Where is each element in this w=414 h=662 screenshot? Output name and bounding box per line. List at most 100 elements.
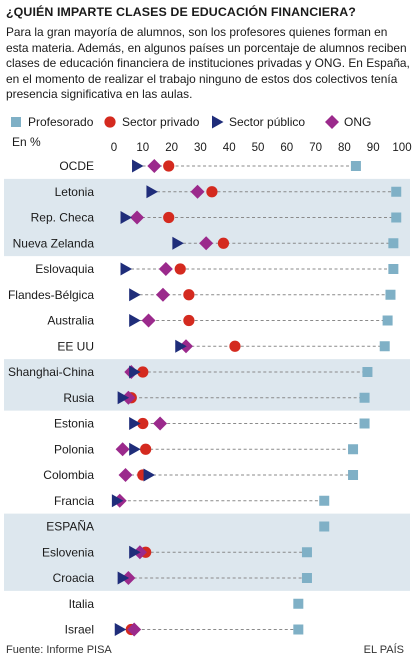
legend-label: Sector público xyxy=(229,115,306,129)
source-note: Fuente: Informe PISA xyxy=(6,644,112,656)
profesorado-marker xyxy=(379,341,390,352)
x-tick-label-10: 10 xyxy=(136,142,149,154)
profesorado-marker xyxy=(350,161,361,171)
profesorado-marker xyxy=(382,315,393,326)
legend-swatch-circle xyxy=(104,116,116,128)
legend-swatch-triangle xyxy=(212,115,224,129)
sector-publico-marker xyxy=(117,391,130,405)
diamond-legend-icon xyxy=(325,115,339,129)
profesorado-marker xyxy=(362,367,373,377)
x-tick-label-50: 50 xyxy=(252,142,265,154)
publisher-credit: EL PAÍS xyxy=(363,644,404,656)
row-label: Eslovaquia xyxy=(35,262,94,276)
sector-privado-marker xyxy=(206,186,218,198)
legend-label: Profesorado xyxy=(28,115,94,129)
profesorado-marker xyxy=(388,238,399,249)
x-tick-label-90: 90 xyxy=(367,142,380,154)
sector-privado-marker xyxy=(183,289,195,301)
circle-legend-icon xyxy=(104,116,116,128)
x-tick-label-100: 100 xyxy=(392,142,411,154)
ong-marker xyxy=(141,313,156,328)
row-label: Croacia xyxy=(53,571,95,585)
square-legend-icon xyxy=(11,117,21,127)
profesorado-marker xyxy=(319,521,330,532)
legend-swatch-diamond xyxy=(325,115,339,129)
x-tick-label-0: 0 xyxy=(111,142,117,154)
row-label: Rusia xyxy=(63,391,94,405)
sector-privado-marker xyxy=(140,443,152,455)
triangle-legend-icon xyxy=(212,115,224,129)
sector-publico-marker xyxy=(129,417,141,430)
x-tick-label-40: 40 xyxy=(223,142,236,154)
sector-privado-marker xyxy=(163,160,175,172)
band-group-2 xyxy=(4,359,410,411)
row-label: Shanghai-China xyxy=(8,365,94,379)
ong-marker xyxy=(155,287,170,302)
row-label: Estonia xyxy=(54,417,94,431)
row-label: Italia xyxy=(69,597,95,611)
row-label: Colombia xyxy=(43,468,94,482)
sector-publico-marker xyxy=(120,262,133,276)
legend-item-profesorado: Profesorado xyxy=(8,113,93,131)
ong-marker xyxy=(199,236,214,251)
ong-marker xyxy=(130,210,145,225)
row-label: Flandes-Bélgica xyxy=(8,288,94,302)
profesorado-marker xyxy=(388,264,399,274)
dot-plot: En % 0 10 20 30 40 50 60 70 80 90 100 OCDE Letonia Rep… xyxy=(4,135,412,637)
sector-publico-marker xyxy=(175,339,187,353)
profesorado-marker xyxy=(301,547,312,558)
chart-title: ¿QUIÉN IMPARTE CLASES DE EDUCACIÓN FINAN… xyxy=(6,5,356,19)
sector-privado-marker xyxy=(229,340,241,352)
sector-publico-marker xyxy=(146,185,158,199)
profesorado-marker xyxy=(293,598,304,609)
sector-publico-marker xyxy=(129,288,141,302)
legend-item-sector-publico: Sector público xyxy=(209,113,305,131)
legend-label: ONG xyxy=(344,115,372,129)
x-tick-label-80: 80 xyxy=(338,142,351,154)
sector-publico-marker xyxy=(143,468,156,482)
sector-privado-marker xyxy=(137,417,149,430)
row-label: ESPAÑA xyxy=(46,520,94,534)
sector-publico-marker xyxy=(129,442,141,456)
profesorado-marker xyxy=(293,624,304,635)
ong-marker xyxy=(158,262,173,276)
ong-marker xyxy=(153,416,168,431)
row-label: Letonia xyxy=(55,185,95,199)
legend-item-sector-privado: Sector privado xyxy=(102,113,199,131)
sector-privado-marker xyxy=(183,314,195,327)
x-tick-label-20: 20 xyxy=(165,142,178,154)
row-label: Israel xyxy=(65,623,94,637)
row-label: OCDE xyxy=(59,159,94,173)
profesorado-marker xyxy=(301,573,312,583)
sector-privado-marker xyxy=(217,237,230,249)
sector-publico-marker xyxy=(129,365,141,379)
ong-marker xyxy=(127,622,142,637)
profesorado-marker xyxy=(359,418,370,429)
profesorado-marker xyxy=(348,470,359,480)
x-tick-label-30: 30 xyxy=(194,142,207,154)
sector-publico-marker xyxy=(129,314,141,327)
sector-publico-marker xyxy=(114,623,127,636)
sector-publico-marker xyxy=(117,571,130,585)
sector-privado-marker xyxy=(137,366,149,378)
sector-publico-marker xyxy=(111,494,124,508)
profesorado-marker xyxy=(391,212,402,223)
sector-privado-marker xyxy=(163,211,175,224)
ong-marker xyxy=(115,442,130,457)
profesorado-marker xyxy=(348,444,359,455)
x-tick-label-60: 60 xyxy=(280,142,293,154)
sector-publico-marker xyxy=(172,236,184,250)
sector-publico-marker xyxy=(132,159,144,173)
row-label: Rep. Checa xyxy=(31,211,95,225)
profesorado-marker xyxy=(385,289,396,300)
ong-marker xyxy=(147,159,162,173)
profesorado-marker xyxy=(359,392,370,403)
legend-swatch-square xyxy=(11,117,21,127)
row-label: Australia xyxy=(47,314,94,328)
legend-label: Sector privado xyxy=(122,115,200,129)
sector-privado-marker xyxy=(174,263,186,275)
profesorado-marker xyxy=(391,186,402,197)
x-tick-label-70: 70 xyxy=(309,142,322,154)
legend-item-ong: ONG xyxy=(324,113,371,131)
row-label: Eslovenia xyxy=(42,545,94,559)
